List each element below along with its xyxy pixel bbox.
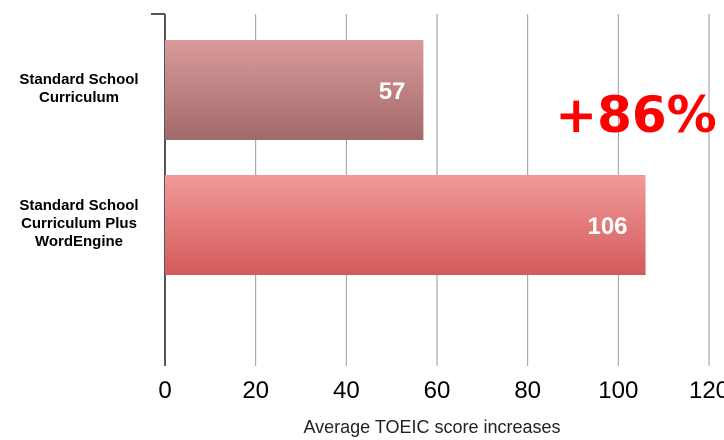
x-tick-label: 60 — [424, 377, 451, 404]
bar-2 — [165, 175, 646, 275]
percent-increase-annotation: +86% — [555, 86, 717, 144]
axes — [151, 13, 166, 366]
category-label-2: Standard School Curriculum Plus WordEngine — [19, 197, 138, 250]
bar-1 — [165, 40, 424, 140]
bars: 57 106 — [165, 40, 646, 275]
x-tick-label: 100 — [598, 377, 638, 404]
category-labels: Standard School Curriculum Standard School… — [19, 71, 138, 250]
x-tick-label: 120 — [689, 377, 724, 404]
x-tick-label: 0 — [158, 377, 171, 404]
x-tick-label: 20 — [242, 377, 269, 404]
bar-value-label-2: 106 — [587, 213, 627, 240]
x-axis-label: Average TOEIC score increases — [303, 417, 560, 437]
bar-value-label-1: 57 — [379, 78, 406, 105]
x-tick-label: 40 — [333, 377, 360, 404]
category-label-1: Standard School Curriculum — [19, 71, 138, 106]
x-tick-labels: 0 20 40 60 80 100 120 — [158, 377, 724, 404]
x-tick-label: 80 — [514, 377, 541, 404]
